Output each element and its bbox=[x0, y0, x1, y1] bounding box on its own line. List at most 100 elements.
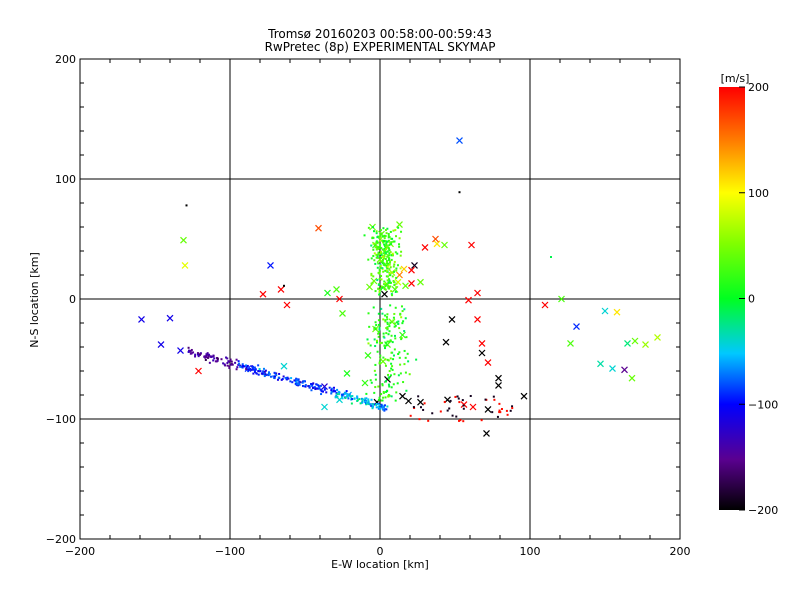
data-point-dot bbox=[387, 234, 390, 237]
data-point-dot bbox=[245, 364, 248, 367]
data-point-dot bbox=[390, 362, 393, 365]
data-point-cross bbox=[280, 362, 288, 370]
data-point-dot bbox=[423, 402, 426, 405]
data-point-dot bbox=[387, 395, 390, 398]
data-point-dot bbox=[267, 371, 270, 374]
data-point-dot bbox=[375, 256, 378, 259]
data-point-dot bbox=[356, 399, 359, 402]
data-point-dot bbox=[392, 316, 395, 319]
data-point-dot bbox=[207, 355, 210, 358]
data-point-dot bbox=[456, 395, 459, 398]
data-point-dot bbox=[459, 419, 462, 422]
data-point-dot bbox=[382, 335, 385, 338]
data-point-cross bbox=[558, 295, 565, 303]
data-point-cross bbox=[181, 261, 189, 269]
data-point-dot bbox=[382, 270, 385, 273]
data-point-cross bbox=[417, 278, 424, 286]
data-point-dot bbox=[297, 378, 300, 381]
data-point-dot bbox=[378, 269, 381, 272]
data-point-dot bbox=[328, 386, 331, 389]
data-point-cross bbox=[474, 315, 481, 323]
data-point-dot bbox=[386, 261, 389, 264]
data-point-dot bbox=[334, 390, 337, 393]
data-point-dot bbox=[383, 255, 386, 258]
data-point-dot bbox=[391, 237, 394, 240]
data-point-dot bbox=[388, 330, 391, 333]
data-point-dot bbox=[431, 412, 434, 415]
data-point-dot bbox=[321, 390, 324, 393]
data-point-dot bbox=[314, 388, 317, 391]
data-point-dot bbox=[387, 359, 390, 362]
data-point-dot bbox=[376, 241, 379, 244]
data-point-dot bbox=[412, 406, 415, 409]
data-point-dot bbox=[458, 191, 461, 194]
data-point-dot bbox=[383, 243, 386, 246]
data-point-dot bbox=[386, 255, 389, 258]
data-point-dot bbox=[190, 348, 193, 351]
data-point-dot bbox=[373, 326, 376, 329]
data-point-dot bbox=[388, 281, 391, 284]
data-point-dot bbox=[393, 263, 396, 266]
data-point-cross bbox=[402, 282, 409, 290]
data-point-dot bbox=[399, 372, 402, 375]
data-point-dot bbox=[389, 357, 392, 360]
data-point-dot bbox=[386, 326, 389, 329]
y-tick-label: −100 bbox=[46, 413, 76, 426]
data-point-dot bbox=[229, 359, 232, 362]
data-point-dot bbox=[312, 382, 315, 385]
data-point-dot bbox=[393, 322, 396, 325]
data-point-dot bbox=[509, 409, 512, 412]
data-point-dot bbox=[273, 376, 276, 379]
data-point-dot bbox=[295, 384, 298, 387]
data-point-dot bbox=[387, 232, 390, 235]
data-point-dot bbox=[380, 403, 383, 406]
data-point-dot bbox=[392, 229, 395, 232]
data-point-dot bbox=[419, 406, 422, 409]
data-point-dot bbox=[382, 356, 385, 359]
data-point-dot bbox=[449, 399, 452, 402]
data-point-cross bbox=[180, 236, 187, 244]
data-point-dot bbox=[323, 388, 326, 391]
data-point-dot bbox=[367, 402, 370, 405]
data-point-dot bbox=[336, 393, 339, 396]
data-point-dot bbox=[187, 350, 190, 353]
data-point-cross bbox=[336, 295, 343, 303]
data-point-cross bbox=[613, 308, 621, 316]
data-point-dot bbox=[308, 385, 311, 388]
data-point-dot bbox=[255, 372, 258, 375]
data-point-dot bbox=[382, 318, 385, 321]
data-point-dot bbox=[336, 388, 339, 391]
data-point-dot bbox=[374, 378, 377, 381]
data-point-dot bbox=[363, 234, 366, 237]
data-point-dot bbox=[388, 377, 391, 380]
data-point-dot bbox=[206, 353, 209, 356]
data-point-dot bbox=[344, 397, 347, 400]
data-point-dot bbox=[397, 374, 400, 377]
data-point-dot bbox=[385, 242, 388, 245]
data-point-cross bbox=[433, 240, 441, 248]
data-point-dot bbox=[384, 408, 387, 411]
data-point-dot bbox=[427, 419, 430, 422]
data-point-dot bbox=[461, 399, 464, 402]
data-point-dot bbox=[382, 257, 385, 260]
data-point-dot bbox=[505, 409, 508, 412]
data-point-dot bbox=[281, 377, 284, 380]
data-point-cross bbox=[321, 403, 328, 411]
data-point-dot bbox=[375, 230, 378, 233]
data-point-dot bbox=[379, 260, 382, 263]
data-point-dot bbox=[391, 254, 394, 257]
data-point-dot bbox=[395, 286, 398, 289]
data-point-dot bbox=[496, 415, 499, 418]
data-point-dot bbox=[550, 256, 552, 258]
data-point-cross bbox=[621, 366, 628, 374]
data-point-dot bbox=[361, 399, 364, 402]
data-point-dot bbox=[400, 230, 403, 233]
data-point-dot bbox=[394, 399, 397, 402]
data-point-dot bbox=[386, 265, 389, 268]
data-point-dot bbox=[398, 243, 401, 246]
data-point-cross bbox=[484, 405, 492, 413]
data-point-dot bbox=[395, 321, 398, 324]
data-point-dot bbox=[372, 226, 375, 229]
data-point-dot bbox=[367, 342, 370, 345]
data-point-dot bbox=[376, 255, 379, 258]
